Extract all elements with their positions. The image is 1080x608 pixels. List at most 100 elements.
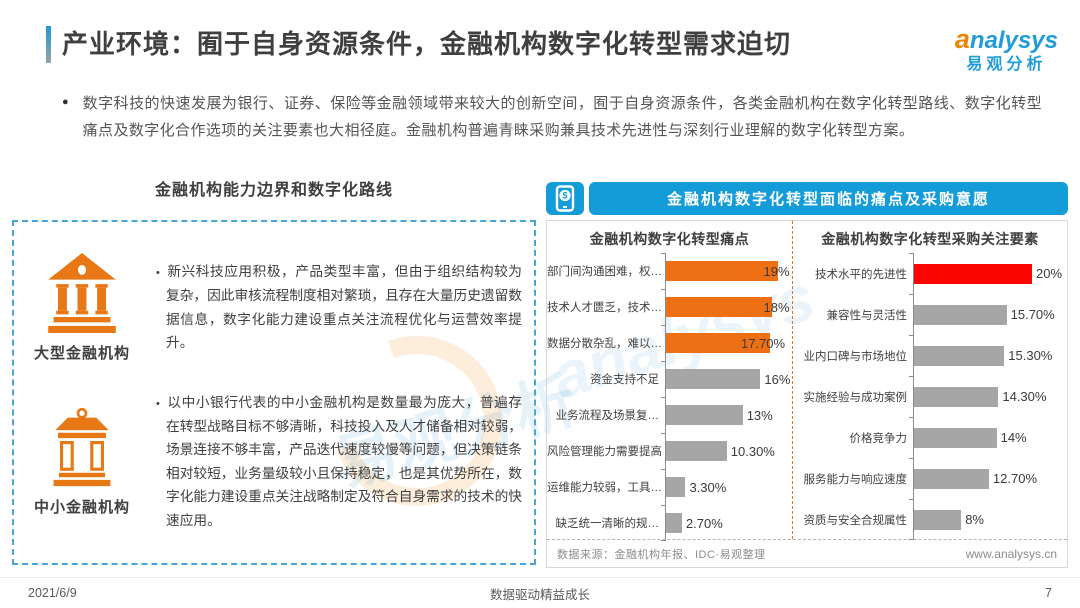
chart-title: 金融机构数字化转型痛点 — [589, 231, 750, 247]
bar-cell: 15.30% — [909, 334, 1067, 376]
category-label: 兼容性与灵活性 — [826, 309, 908, 322]
chart-row: 实施经验与成功案例 14.30% — [793, 375, 1067, 417]
page-number: 7 — [1045, 586, 1052, 600]
panel-header-title: 金融机构数字化转型面临的痛点及采购意愿 — [589, 182, 1068, 215]
institution-icon-block: 大型金融机构 — [26, 252, 138, 363]
chart-row: 运维能力较弱，工具… 3.30% — [547, 468, 792, 505]
institution-description: 以中小银行代表的中小金融机构是数量最为庞大，普遍存在转型战略目标不够清晰，科技投… — [150, 391, 522, 532]
value-label: 12.70% — [992, 471, 1038, 486]
bar — [914, 386, 999, 407]
bank-small-icon — [53, 407, 111, 486]
title-accent-bar — [46, 26, 51, 63]
category-label: 运维能力较弱，工具… — [547, 482, 662, 494]
category-label: 服务能力与响应速度 — [803, 473, 908, 486]
category-label: 价格竞争力 — [849, 432, 908, 445]
bar — [666, 513, 682, 533]
value-label: 10.30% — [730, 443, 775, 459]
category-label: 技术人才匮乏，技术… — [547, 302, 662, 314]
bar-cell: 16% — [661, 360, 792, 397]
category-label: 部门间沟通困难，权… — [547, 266, 662, 278]
institution-icon-block: 中小金融机构 — [26, 407, 138, 517]
bar-cell: 17.70% — [661, 324, 792, 361]
intro-text: 数字科技的快速发展为银行、证券、保险等金融领域带来较大的创新空间，囿于自身资源条… — [82, 95, 1042, 140]
charts-box: 金融机构数字化转型痛点 部门间沟通困难，权… 19% 技术人才匮乏，技术… 18% 数据… — [546, 220, 1068, 568]
bar — [666, 405, 743, 425]
bar-cell: 3.30% — [661, 468, 792, 505]
chart-row: 兼容性与灵活性 15.70% — [793, 293, 1067, 335]
value-label: 3.30% — [689, 479, 727, 495]
bar-cell: 19% — [661, 252, 792, 289]
bar — [914, 509, 962, 530]
institution-label: 大型金融机构 — [33, 344, 130, 362]
bar — [914, 345, 1005, 366]
bank-large-icon — [48, 252, 116, 333]
chart-row: 服务能力与响应速度 12.70% — [793, 457, 1067, 499]
bar-cell: 2.70% — [661, 504, 792, 541]
chart-row: 资金支持不足 16% — [547, 360, 792, 397]
capability-panel: 金融机构能力边界和数字化路线 — [12, 180, 536, 565]
chart-body: 技术水平的先进性 20% 兼容性与灵活性 15.70% 业内口碑与市场地位 15.30% 实… — [793, 252, 1067, 540]
phone-dollar-icon: $ — [555, 185, 575, 212]
value-label: 13% — [746, 407, 773, 423]
painpoint-panel: $ 金融机构数字化转型面临的痛点及采购意愿 金融机构数字化转型痛点 部门间沟通困… — [546, 182, 1068, 568]
bar — [666, 333, 771, 353]
bar — [666, 261, 779, 281]
intro-block: ● 数字科技的快速发展为银行、证券、保险等金融领域带来较大的创新空间，囿于自身资… — [62, 90, 1042, 145]
purchase-factors-chart: 金融机构数字化转型采购关注要素 技术水平的先进性 20% 兼容性与灵活性 15.70%… — [793, 221, 1067, 540]
bar — [914, 468, 989, 489]
value-label: 14.30% — [1002, 389, 1047, 404]
logo-brand-cn: 易观分析 — [966, 56, 1047, 73]
website-link: www.analysys.cn — [965, 546, 1057, 561]
bar-cell: 18% — [661, 288, 792, 325]
chart-row: 技术人才匮乏，技术… 18% — [547, 288, 792, 325]
svg-text:$: $ — [562, 191, 567, 201]
footer-date: 2021/6/9 — [28, 586, 77, 600]
category-label: 缺乏统一清晰的规… — [555, 518, 660, 530]
chart-row: 风险管理能力需要提高 10.30% — [547, 432, 792, 469]
painpoints-chart: 金融机构数字化转型痛点 部门间沟通困难，权… 19% 技术人才匮乏，技术… 18% 数据… — [547, 221, 793, 541]
chart-title: 金融机构数字化转型采购关注要素 — [821, 231, 1039, 247]
panel-header: $ 金融机构数字化转型面临的痛点及采购意愿 — [546, 182, 1068, 215]
institution-row-small: 中小金融机构 以中小银行代表的中小金融机构是数量最为庞大，普遍存在转型战略目标不… — [26, 391, 522, 532]
chart-row: 价格竞争力 14% — [793, 416, 1067, 458]
chart-row: 数据分散杂乱，难以… 17.70% — [547, 324, 792, 361]
bar-cell: 8% — [909, 498, 1067, 540]
bar — [914, 263, 1032, 284]
chart-row: 业内口碑与市场地位 15.30% — [793, 334, 1067, 376]
chart-row: 资质与安全合规属性 8% — [793, 498, 1067, 540]
category-label: 业内口碑与市场地位 — [803, 350, 908, 363]
value-label: 14% — [1000, 430, 1027, 445]
value-label: 19% — [763, 263, 790, 279]
bar — [666, 369, 761, 389]
data-source-note: 数据来源：金融机构年报、IDC·易观整理 — [557, 548, 766, 561]
header: 产业环境：囿于自身资源条件，金融机构数字化转型需求迫切 analysys 易观分… — [46, 24, 1058, 73]
panel-footer: 数据来源：金融机构年报、IDC·易观整理 www.analysys.cn — [547, 539, 1067, 567]
chart-row: 部门间沟通困难，权… 19% — [547, 252, 792, 289]
logo-brand-rest: nalysys — [969, 27, 1058, 54]
category-label: 技术水平的先进性 — [815, 268, 907, 281]
value-label: 2.70% — [685, 515, 723, 531]
logo-brand: analysys — [955, 26, 1058, 53]
bar — [914, 427, 997, 448]
logo-swirl-a: a — [954, 24, 970, 54]
category-label: 资质与安全合规属性 — [803, 514, 908, 527]
institution-description: 新兴科技应用积极，产品类型丰富，但由于组织结构较为复杂，因此审核流程制度相对繁琐… — [150, 260, 522, 354]
bar-cell: 13% — [661, 396, 792, 433]
bar-cell: 12.70% — [909, 457, 1067, 499]
bar-cell: 14.30% — [909, 375, 1067, 417]
page-title: 产业环境：囿于自身资源条件，金融机构数字化转型需求迫切 — [62, 29, 792, 59]
bar — [666, 441, 727, 461]
chart-body: 部门间沟通困难，权… 19% 技术人才匮乏，技术… 18% 数据分散杂乱，难以… 17.7… — [547, 252, 792, 541]
slide-footer: 数据驱动精益成长 2021/6/9 7 — [0, 577, 1080, 608]
category-label: 风险管理能力需要提高 — [547, 446, 662, 458]
bar-cell: 20% — [909, 252, 1067, 294]
value-label: 17.70% — [741, 335, 786, 351]
value-label: 15.70% — [1010, 307, 1055, 322]
footer-slogan: 数据驱动精益成长 — [489, 587, 590, 602]
institution-row-large: 大型金融机构 新兴科技应用积极，产品类型丰富，但由于组织结构较为复杂，因此审核流… — [26, 252, 522, 363]
mobile-payment-icon: $ — [546, 182, 584, 215]
bar — [666, 297, 773, 317]
capability-panel-box: 大型金融机构 新兴科技应用积极，产品类型丰富，但由于组织结构较为复杂，因此审核流… — [12, 220, 536, 565]
bar — [914, 304, 1007, 325]
